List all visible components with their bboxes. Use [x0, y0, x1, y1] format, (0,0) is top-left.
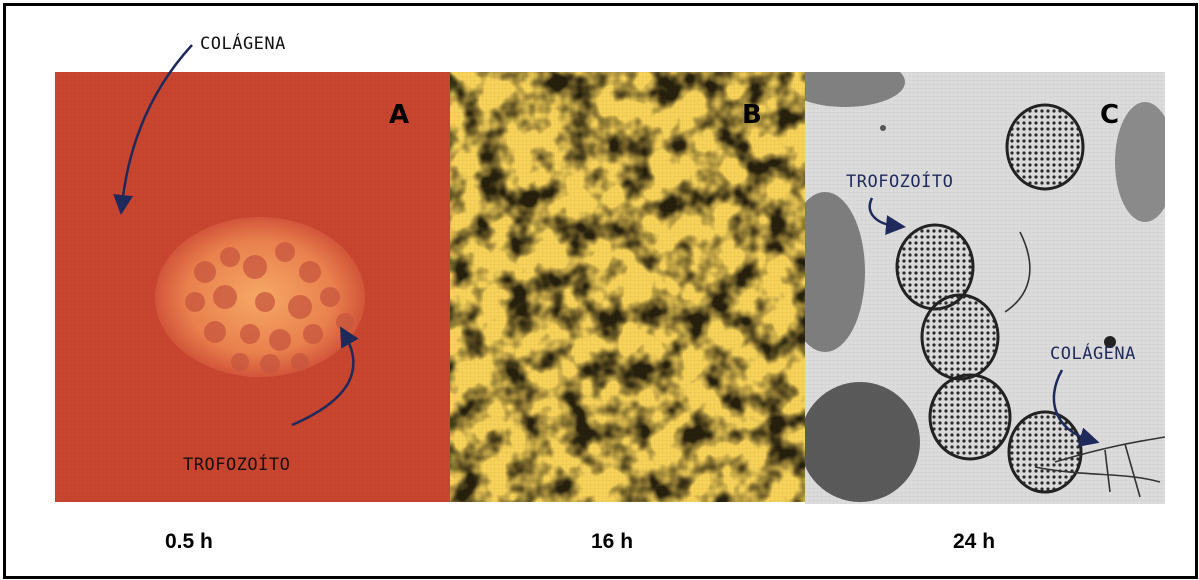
colagena-label-a: COLÁGENA [200, 34, 286, 54]
micrograph-panel-c [805, 72, 1165, 504]
panel-letter-a: A [389, 100, 410, 130]
micrograph-panel-b [450, 72, 805, 502]
micrograph-b-image [450, 72, 805, 502]
trofozoito-label-a: TROFOZOÍTO [183, 455, 291, 475]
colagena-label-c: COLÁGENA [1050, 344, 1136, 364]
panel-letter-c: C [1100, 100, 1120, 130]
trofozoito-label-c: TROFOZOÍTO [846, 172, 954, 192]
time-label-a: 0.5 h [165, 530, 213, 553]
panel-letter-b: B [742, 100, 762, 130]
micrograph-panel-a [55, 72, 450, 502]
time-label-c: 24 h [953, 530, 996, 553]
micrograph-c-image [805, 72, 1165, 504]
micrograph-a-image [55, 72, 450, 502]
time-label-b: 16 h [591, 530, 634, 553]
